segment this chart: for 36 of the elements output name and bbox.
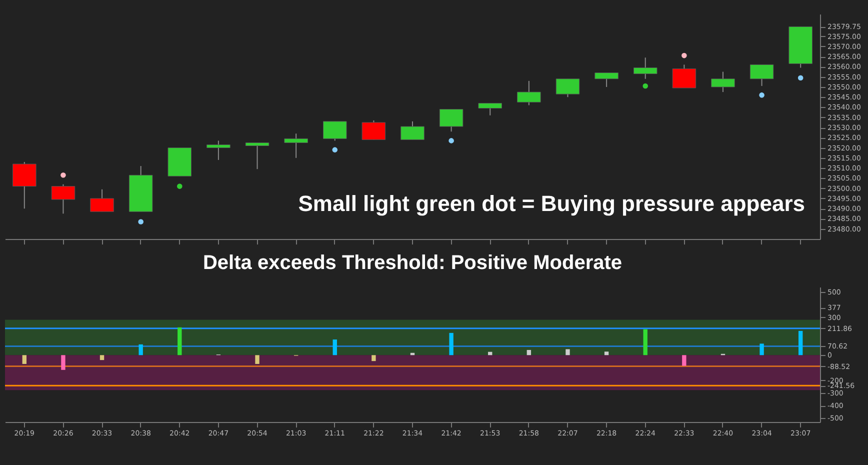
bar xyxy=(178,327,182,356)
bar xyxy=(332,339,337,356)
candlestick xyxy=(711,71,735,93)
chart-title: Delta exceeds Threshold: Positive Moderate xyxy=(202,252,622,274)
candlestick xyxy=(517,80,541,106)
candlestick xyxy=(322,120,347,142)
bar xyxy=(566,349,570,356)
candlestick xyxy=(594,72,618,88)
bar xyxy=(100,355,104,360)
bar xyxy=(643,329,648,356)
candlestick xyxy=(556,78,580,98)
annotation: Small light green dot = Buying pressure appears xyxy=(298,191,805,216)
bar xyxy=(22,355,26,364)
bar xyxy=(449,332,454,356)
bar xyxy=(760,344,764,356)
bar xyxy=(372,355,376,362)
candlestick xyxy=(439,108,464,132)
candlestick xyxy=(245,142,270,170)
bar xyxy=(604,352,609,356)
candlestick xyxy=(206,140,230,160)
candlestick xyxy=(12,161,36,210)
candlestick xyxy=(284,133,308,158)
candlestick xyxy=(51,184,76,214)
candlestick xyxy=(90,188,114,212)
candlestick xyxy=(672,64,696,88)
bar xyxy=(682,355,686,366)
bar xyxy=(526,350,532,356)
bar xyxy=(798,330,803,356)
candlestick xyxy=(478,102,502,116)
candlestick xyxy=(633,57,658,80)
candlestick xyxy=(750,64,774,86)
candlestick xyxy=(400,120,424,140)
bar xyxy=(255,355,260,364)
bar xyxy=(61,355,66,370)
candlestick xyxy=(362,120,386,140)
bar xyxy=(138,344,143,356)
